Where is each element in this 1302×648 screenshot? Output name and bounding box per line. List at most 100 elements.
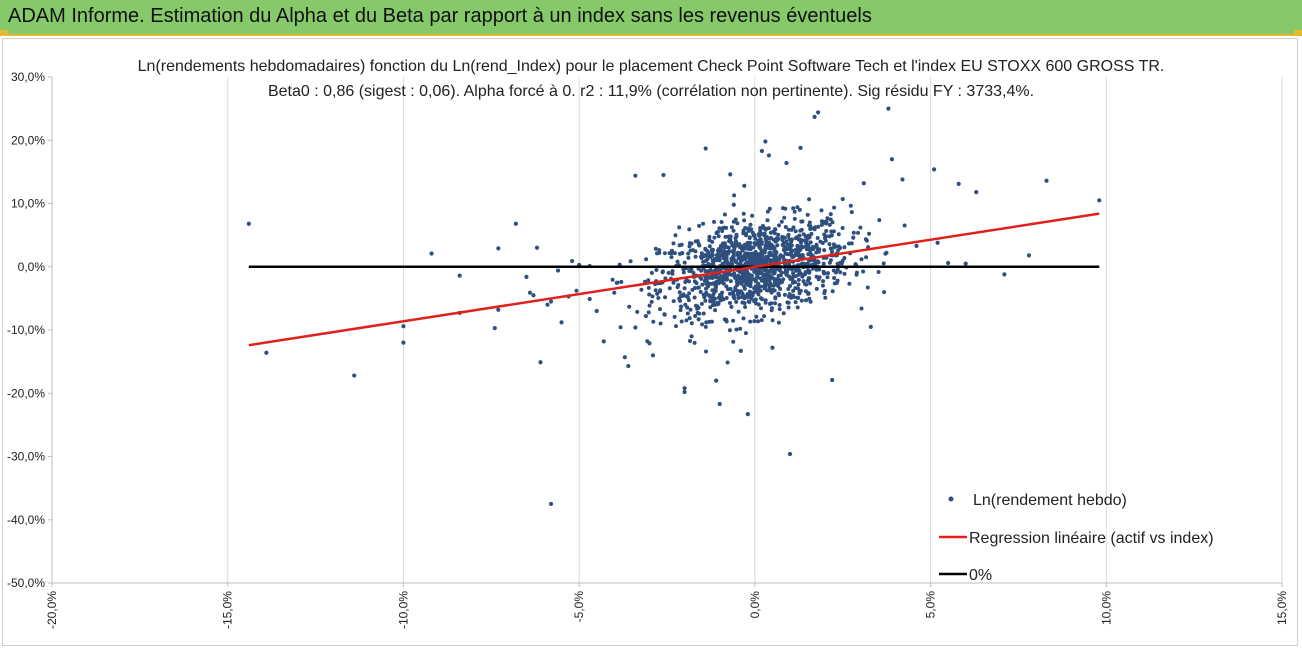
cluster-point	[618, 325, 623, 330]
scatter-point	[538, 360, 543, 365]
scatter-point	[496, 307, 501, 312]
cluster-point	[796, 249, 801, 254]
scatter-point	[851, 235, 856, 240]
cluster-point	[672, 314, 677, 319]
cluster-point	[790, 280, 795, 285]
cluster-point	[703, 298, 708, 303]
cluster-point	[763, 281, 767, 286]
cluster-point	[777, 223, 781, 228]
cluster-point	[712, 290, 717, 295]
scatter-point	[545, 302, 550, 307]
cluster-point	[847, 281, 852, 286]
axis-layer: 30,0% 20,0% 10,0% 0,0% -10,0% -20,0% -30,0% -40…	[7, 70, 1289, 629]
cluster-point	[847, 241, 851, 246]
cluster-point	[732, 193, 737, 198]
cluster-point	[734, 243, 739, 248]
cluster-point	[827, 222, 832, 227]
cluster-point	[736, 296, 741, 300]
scatter-point	[738, 348, 743, 353]
cluster-point	[716, 248, 720, 253]
cluster-point	[752, 319, 757, 324]
cluster-point	[765, 218, 770, 223]
cluster-point	[696, 242, 701, 246]
cluster-point	[777, 303, 782, 307]
cluster-point	[646, 278, 651, 283]
cluster-point	[796, 253, 800, 258]
cluster-point	[787, 237, 792, 242]
cluster-point	[808, 252, 813, 257]
cluster-point	[776, 320, 781, 325]
scatter-point	[619, 279, 624, 285]
scatter-point	[559, 320, 564, 325]
cluster-point	[808, 227, 813, 231]
scatter-point	[756, 238, 761, 243]
cluster-point	[803, 282, 807, 286]
chart-title-line1: Ln(rendements hebdomadaires) fonction du…	[138, 58, 1165, 75]
cluster-point	[793, 229, 798, 234]
scatter-point	[654, 267, 659, 273]
cluster-point	[808, 240, 813, 245]
cluster-point	[677, 290, 682, 295]
cluster-point	[768, 274, 773, 279]
cluster-point	[804, 298, 808, 303]
cluster-point	[628, 259, 633, 264]
cluster-point	[693, 254, 698, 259]
cluster-point	[699, 256, 704, 260]
cluster-point	[780, 279, 785, 284]
cluster-point	[721, 297, 726, 302]
cluster-point	[781, 235, 786, 240]
cluster-point	[671, 299, 676, 304]
cluster-point	[764, 226, 768, 231]
cluster-point	[828, 258, 833, 263]
cluster-point	[822, 232, 827, 237]
cluster-point	[683, 280, 688, 284]
cluster-point	[783, 225, 788, 229]
cluster-point	[788, 284, 792, 288]
cluster-point	[707, 234, 712, 239]
cluster-point	[712, 219, 716, 224]
cluster-point	[677, 243, 682, 248]
cluster-point	[842, 271, 847, 276]
cluster-point	[796, 277, 801, 282]
cluster-point	[687, 227, 692, 232]
scatter-point	[643, 313, 649, 319]
cluster-point	[703, 324, 708, 329]
cluster-point	[747, 243, 752, 248]
cluster-point	[796, 282, 801, 287]
cluster-point	[716, 295, 721, 300]
cluster-point	[725, 272, 730, 276]
cluster-point	[650, 294, 655, 299]
cluster-point	[816, 224, 821, 229]
scatter-point	[935, 240, 940, 245]
cluster-point	[808, 281, 813, 286]
cluster-point	[803, 270, 808, 275]
cluster-point	[666, 270, 671, 275]
cluster-point	[821, 279, 826, 284]
y-tick-label: -30,0%	[7, 450, 45, 464]
cluster-point	[685, 305, 690, 310]
cluster-point	[674, 324, 678, 329]
cluster-point	[808, 248, 813, 253]
cluster-point	[814, 286, 819, 291]
cluster-point	[849, 210, 854, 215]
scatter-point	[787, 451, 793, 457]
cluster-point	[876, 270, 881, 274]
cluster-point	[687, 279, 691, 284]
cluster-point	[701, 311, 706, 316]
y-tick-label: 30,0%	[11, 70, 45, 84]
cluster-point	[786, 227, 791, 232]
scatter-point	[689, 334, 694, 339]
cluster-point	[735, 221, 740, 226]
y-tick-label: -20,0%	[7, 386, 45, 400]
cluster-point	[761, 273, 766, 278]
cluster-point	[792, 216, 797, 221]
cluster-point	[800, 262, 805, 267]
cluster-point	[627, 304, 632, 309]
scatter-point	[678, 304, 684, 309]
cluster-point	[635, 309, 640, 314]
cluster-point	[708, 255, 713, 260]
cluster-point	[827, 242, 832, 247]
cluster-point	[835, 278, 840, 283]
scatter-point	[401, 324, 406, 329]
cluster-point	[781, 311, 786, 316]
